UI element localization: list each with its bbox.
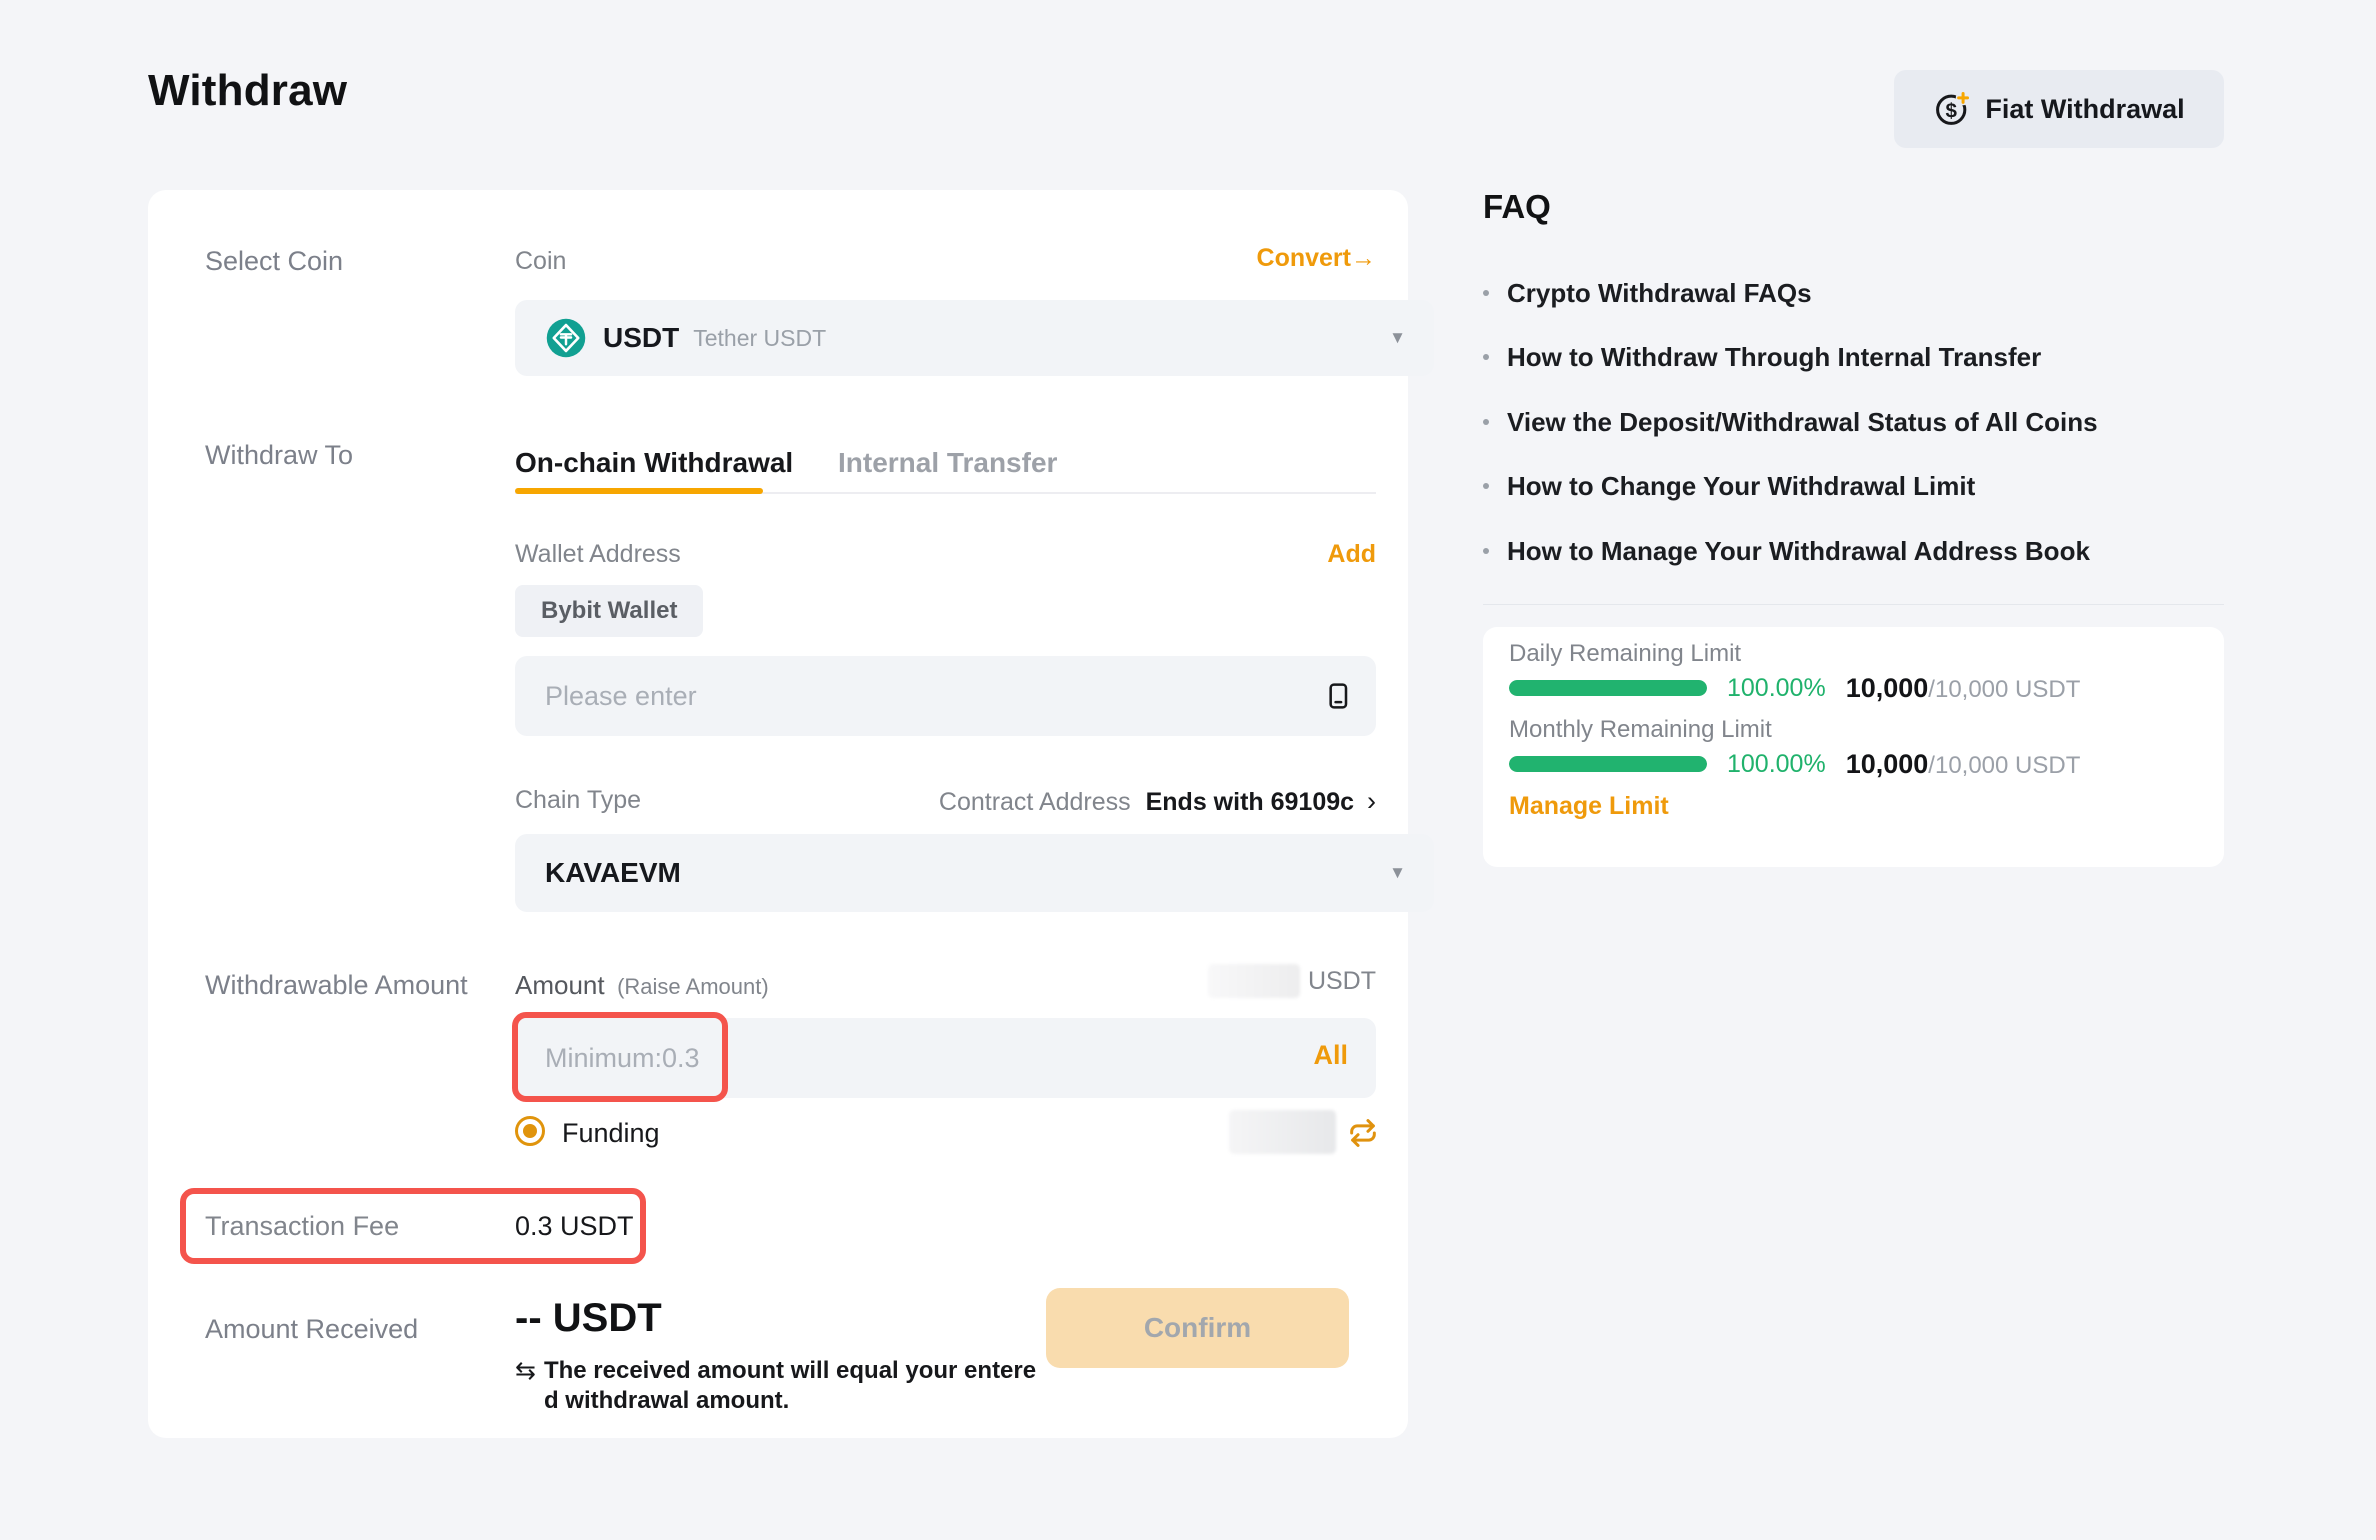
withdrawal-limits-card	[1483, 627, 2224, 867]
amount-label: Amount	[515, 970, 605, 1000]
usdt-coin-icon	[546, 318, 586, 358]
faq-item-change-withdrawal-limit[interactable]: How to Change Your Withdrawal Limit	[1483, 466, 2224, 506]
contract-address-caption: Contract Address	[938, 788, 1131, 816]
amount-received-value: -- USDT	[515, 1296, 662, 1340]
received-note: ⇆ The received amount will equal your en…	[515, 1356, 1055, 1416]
fiat-withdrawal-label: Fiat Withdrawal	[1985, 93, 2185, 124]
convert-label: Convert	[1256, 244, 1351, 272]
coin-select[interactable]: USDT Tether USDT ▼	[515, 300, 1434, 376]
daily-limit-label: Daily Remaining Limit	[1509, 640, 1742, 667]
faq-item-label: How to Manage Your Withdrawal Address Bo…	[1507, 535, 2090, 566]
amount-received-label: Amount Received	[205, 1314, 419, 1344]
bullet-icon	[1483, 354, 1489, 360]
faq-item-crypto-withdrawal-faqs[interactable]: Crypto Withdrawal FAQs	[1483, 273, 2224, 313]
arrow-right-icon: →	[1351, 244, 1376, 272]
bybit-wallet-chip-label: Bybit Wallet	[541, 597, 678, 624]
coin-symbol: USDT	[603, 322, 680, 353]
bullet-icon	[1483, 419, 1489, 425]
funding-radio[interactable]	[515, 1116, 545, 1146]
chain-type-select[interactable]: KAVAEVM ▼	[515, 834, 1434, 912]
swap-arrows-icon: ⇆	[515, 1357, 536, 1385]
monthly-limit-total: /10,000 USDT	[1928, 751, 2081, 779]
svg-text:$: $	[1946, 99, 1958, 122]
amount-sublabel: (Raise Amount)	[617, 974, 769, 999]
confirm-button-label: Confirm	[1143, 1312, 1252, 1343]
received-note-line2: d withdrawal amount.	[543, 1387, 790, 1414]
faq-item-label: How to Withdraw Through Internal Transfe…	[1507, 341, 2042, 372]
active-tab-underline	[515, 488, 763, 494]
chevron-down-icon: ▼	[1389, 328, 1406, 347]
chain-name: KAVAEVM	[545, 857, 681, 888]
contract-address-value: Ends with 69109c	[1145, 788, 1355, 816]
bullet-icon	[1483, 290, 1489, 296]
daily-limit-progressbar	[1509, 680, 1707, 696]
faq-item-manage-address-book[interactable]: How to Manage Your Withdrawal Address Bo…	[1483, 531, 2224, 571]
redacted-balance	[1207, 964, 1300, 998]
withdraw-to-row-label: Withdraw To	[205, 440, 354, 470]
withdrawable-amount-row-label: Withdrawable Amount	[205, 970, 468, 1000]
page-title: Withdraw	[148, 66, 348, 115]
daily-limit-total: /10,000 USDT	[1928, 675, 2081, 703]
chain-type-label: Chain Type	[515, 786, 642, 814]
amount-field-label-group: Amount (Raise Amount)	[515, 970, 769, 1001]
bullet-icon	[1483, 548, 1489, 554]
select-coin-row-label: Select Coin	[205, 246, 344, 276]
redacted-funding-balance	[1229, 1110, 1336, 1154]
coin-field-label: Coin	[515, 247, 567, 275]
available-balance: USDT	[1207, 964, 1376, 998]
daily-limit-value: 10,000	[1845, 672, 1929, 703]
monthly-limit-percent: 100.00%	[1727, 749, 1826, 778]
tab-onchain-withdrawal[interactable]: On-chain Withdrawal	[515, 447, 794, 478]
fiat-withdrawal-button[interactable]: $ Fiat Withdrawal	[1894, 70, 2224, 148]
sidebar-divider	[1483, 604, 2224, 605]
confirm-button[interactable]: Confirm	[1046, 1288, 1349, 1368]
tab-track	[515, 492, 1376, 494]
tab-internal-transfer[interactable]: Internal Transfer	[838, 447, 1058, 478]
monthly-limit-row: 100.00% 10,000/10,000 USDT	[1509, 748, 2080, 780]
bybit-wallet-chip[interactable]: Bybit Wallet	[515, 585, 704, 637]
convert-link[interactable]: Convert→	[1257, 244, 1376, 273]
monthly-limit-progress-fill	[1509, 756, 1707, 772]
amount-input[interactable]	[515, 1018, 1376, 1098]
received-note-line1: The received amount will equal your ente…	[543, 1357, 1037, 1384]
transfer-swap-icon[interactable]	[1346, 1116, 1380, 1150]
add-address-link[interactable]: Add	[1327, 540, 1376, 568]
daily-limit-row: 100.00% 10,000/10,000 USDT	[1509, 672, 2080, 704]
faq-item-label: How to Change Your Withdrawal Limit	[1507, 470, 1976, 501]
transaction-fee-label: Transaction Fee	[205, 1211, 400, 1241]
faq-item-label: Crypto Withdrawal FAQs	[1507, 277, 1812, 308]
monthly-limit-value: 10,000	[1845, 748, 1929, 779]
transaction-fee-value: 0.3 USDT	[515, 1211, 634, 1241]
monthly-limit-label: Monthly Remaining Limit	[1509, 716, 1772, 743]
daily-limit-percent: 100.00%	[1727, 673, 1826, 702]
coin-fullname: Tether USDT	[693, 324, 827, 351]
funding-radio-dot	[523, 1124, 537, 1138]
faq-title: FAQ	[1483, 188, 1551, 225]
wallet-address-label: Wallet Address	[515, 540, 681, 568]
all-button[interactable]: All	[1313, 1040, 1348, 1070]
chevron-right-icon: ›	[1367, 786, 1376, 816]
address-book-icon[interactable]	[1322, 680, 1354, 712]
funding-option-label: Funding	[562, 1118, 660, 1148]
chevron-down-icon: ▼	[1389, 863, 1406, 882]
monthly-limit-progressbar	[1509, 756, 1707, 772]
withdraw-form-card	[148, 190, 1408, 1438]
contract-address-link[interactable]: Contract Address Ends with 69109c ›	[939, 786, 1376, 817]
fiat-dollar-icon: $	[1936, 90, 1971, 125]
faq-item-label: View the Deposit/Withdrawal Status of Al…	[1507, 406, 2098, 437]
wallet-address-input[interactable]	[515, 656, 1376, 736]
manage-limit-link[interactable]: Manage Limit	[1509, 792, 1669, 820]
faq-item-deposit-withdrawal-status[interactable]: View the Deposit/Withdrawal Status of Al…	[1483, 402, 2224, 442]
bullet-icon	[1483, 483, 1489, 489]
faq-item-internal-transfer[interactable]: How to Withdraw Through Internal Transfe…	[1483, 337, 2224, 377]
daily-limit-progress-fill	[1509, 680, 1707, 696]
balance-unit: USDT	[1307, 966, 1376, 995]
